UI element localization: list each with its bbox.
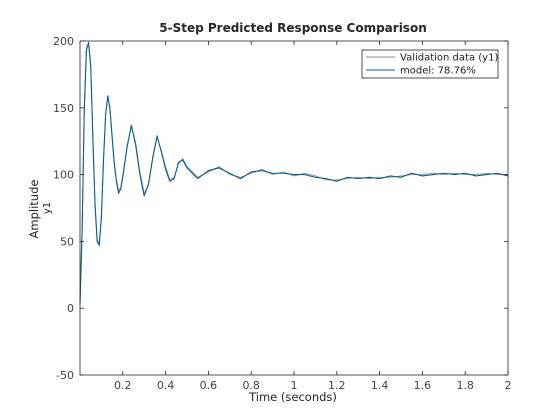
legend-label-model: model: 78.76%	[400, 66, 476, 77]
x-axis-ticks: 0.2 0.4 0.6 0.8 1 1.2 1.4 1.6 1.8 2	[114, 41, 512, 392]
legend-box	[361, 49, 499, 79]
x-tick-label: 1.8	[456, 379, 474, 392]
legend-label-validation: Validation data (y1)	[400, 53, 498, 64]
y-tick-label: -50	[56, 369, 74, 382]
x-tick-label: 0.4	[157, 379, 175, 392]
y-axis-sublabel: y1	[42, 202, 53, 214]
series-layer	[79, 41, 509, 305]
y-tick-label: 0	[67, 302, 74, 315]
legend: Validation data (y1) model: 78.76%	[361, 49, 499, 79]
y-tick-label: 200	[53, 35, 74, 48]
x-tick-label: 0.8	[242, 379, 260, 392]
chart-title: 5-Step Predicted Response Comparison	[159, 21, 427, 35]
x-tick-label: 1.4	[371, 379, 389, 392]
y-tick-label: 50	[60, 235, 74, 248]
x-axis-label: Time (seconds)	[248, 390, 337, 404]
x-tick-label: 0.6	[200, 379, 218, 392]
x-tick-label: 1	[291, 379, 298, 392]
y-axis-label: Amplitude	[27, 180, 41, 239]
series-line-validation	[79, 43, 508, 302]
x-tick-label: 0.2	[114, 379, 132, 392]
series-line-model	[79, 41, 509, 305]
plot-area-frame	[79, 40, 509, 376]
x-tick-label: 1.2	[328, 379, 346, 392]
y-tick-label: 100	[53, 169, 74, 182]
y-tick-label: 150	[53, 102, 74, 115]
x-tick-label: 2	[505, 379, 512, 392]
x-tick-label: 1.6	[414, 379, 432, 392]
y-axis-ticks: -50 0 50 100 150 200	[53, 35, 508, 382]
